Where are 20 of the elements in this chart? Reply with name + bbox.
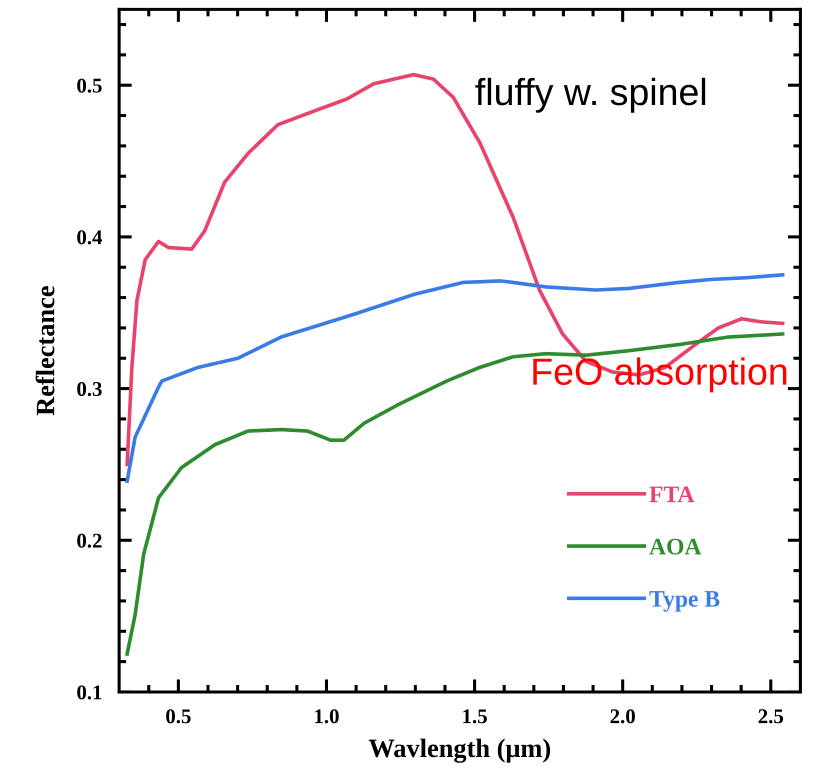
x-tick-label: 2.0 bbox=[610, 709, 635, 724]
x-tick-label: 1.0 bbox=[315, 709, 339, 724]
annotation: FeO absorption bbox=[533, 357, 786, 392]
line-series bbox=[125, 273, 784, 483]
line-series bbox=[125, 72, 784, 466]
y-tick-label: 0.5 bbox=[77, 78, 102, 93]
legend-label: Type B bbox=[649, 591, 720, 612]
y-tick-label: 0.1 bbox=[77, 685, 102, 700]
y-tick-label: 0.2 bbox=[77, 534, 102, 548]
y-axis-title: Reflectance bbox=[36, 286, 54, 416]
x-tick-label: 0.5 bbox=[166, 709, 191, 724]
legend-label: AOA bbox=[649, 538, 702, 555]
x-tick-label: 2.5 bbox=[758, 709, 784, 724]
x-axis-title: Wavlength (μm) bbox=[368, 738, 550, 763]
y-tick-label: 0.3 bbox=[77, 382, 102, 396]
annotation: fluffy w. spinel bbox=[475, 78, 706, 113]
legend-label: FTA bbox=[649, 486, 694, 502]
line-series bbox=[125, 332, 784, 656]
y-tick-label: 0.4 bbox=[77, 230, 102, 244]
x-tick-label: 1.5 bbox=[463, 709, 487, 724]
